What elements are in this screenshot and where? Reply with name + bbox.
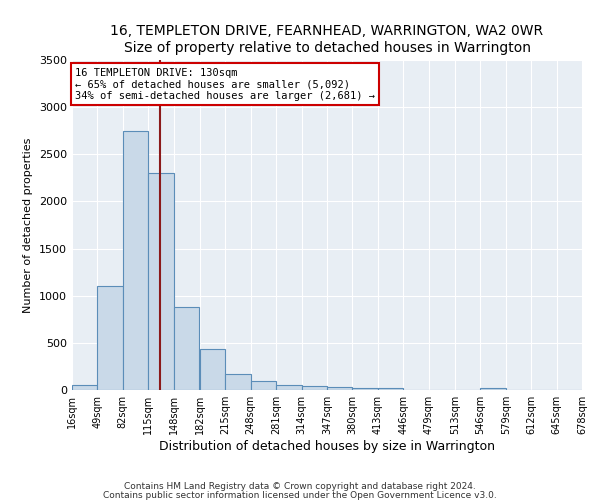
Text: Contains HM Land Registry data © Crown copyright and database right 2024.: Contains HM Land Registry data © Crown c…: [124, 482, 476, 491]
Bar: [72, 386, 97, 390]
Text: Contains public sector information licensed under the Open Government Licence v3: Contains public sector information licen…: [103, 490, 497, 500]
Bar: [173, 307, 199, 390]
Bar: [327, 386, 352, 390]
Bar: [251, 381, 276, 390]
Title: 16, TEMPLETON DRIVE, FEARNHEAD, WARRINGTON, WA2 0WR
Size of property relative to: 16, TEMPLETON DRIVE, FEARNHEAD, WARRINGT…: [110, 24, 544, 54]
Text: 16 TEMPLETON DRIVE: 130sqm
← 65% of detached houses are smaller (5,092)
34% of s: 16 TEMPLETON DRIVE: 130sqm ← 65% of deta…: [75, 68, 375, 100]
Bar: [200, 350, 226, 390]
Bar: [148, 173, 173, 390]
Bar: [226, 374, 251, 390]
Bar: [481, 388, 506, 390]
Bar: [276, 385, 302, 390]
Bar: [352, 388, 378, 390]
X-axis label: Distribution of detached houses by size in Warrington: Distribution of detached houses by size …: [159, 440, 495, 453]
Bar: [123, 130, 148, 390]
Bar: [97, 286, 123, 390]
Bar: [302, 386, 327, 390]
Y-axis label: Number of detached properties: Number of detached properties: [23, 138, 34, 312]
Bar: [378, 388, 403, 390]
